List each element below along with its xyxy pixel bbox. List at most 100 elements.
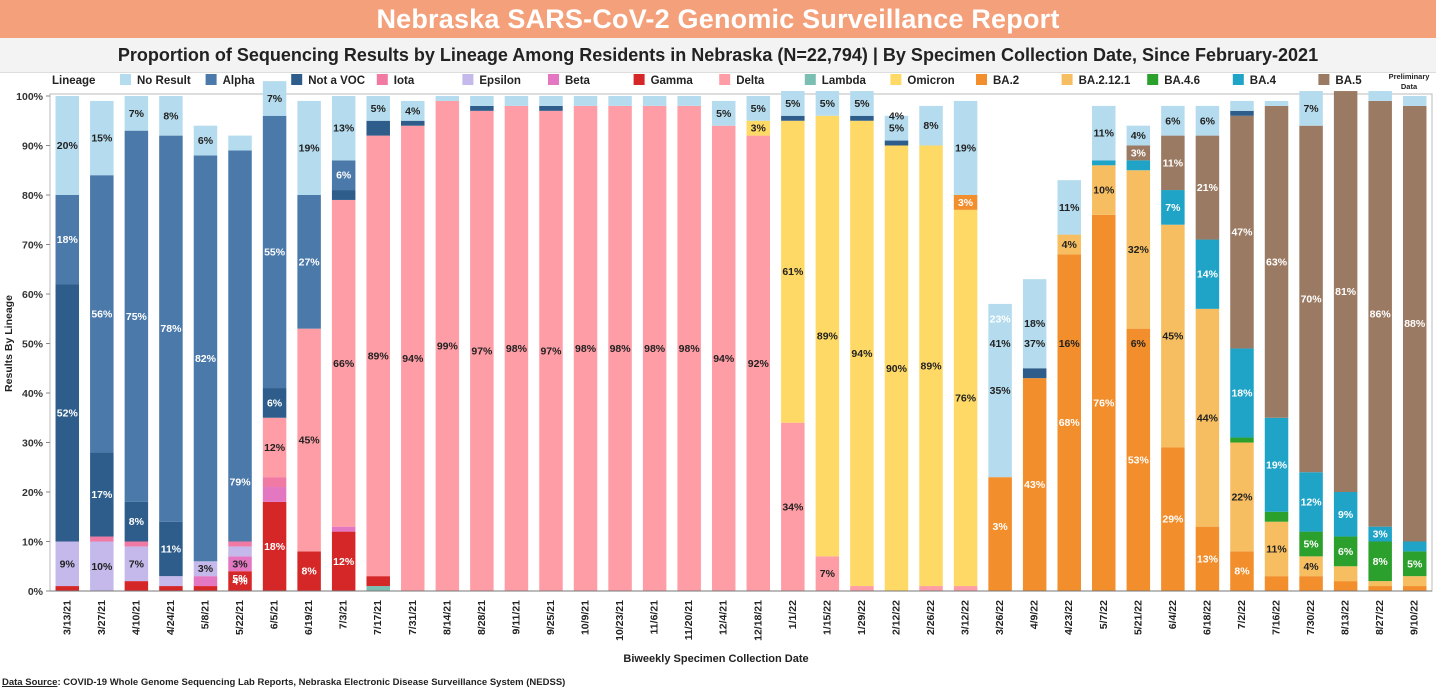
bar-segment-delta (746, 135, 771, 591)
data-label: 11% (1094, 128, 1115, 140)
bar-segment-beta (193, 576, 218, 587)
bar-segment-ba-4-6 (1368, 541, 1392, 582)
bar-segment-iota (262, 477, 287, 488)
x-tick-label: 3/13/21 (61, 600, 73, 635)
data-label: 4% (1303, 561, 1319, 573)
x-tick-label: 12/18/21 (752, 600, 764, 641)
legend-title: Lineage (52, 75, 95, 87)
data-label: 8% (923, 120, 939, 132)
data-label: 63% (1266, 256, 1288, 268)
bar-segment-ba-2 (1092, 214, 1116, 592)
bar-segment-ba-5 (1230, 115, 1254, 349)
bar-segment-ba-4-6 (1264, 511, 1289, 522)
data-label: 4% (1131, 130, 1147, 142)
bar-segment-delta (573, 105, 598, 592)
y-tick-label: 0% (28, 586, 44, 598)
bar-segment-omicron (746, 120, 771, 136)
legend-swatch-gamma (633, 74, 645, 85)
data-label: 10% (1093, 185, 1115, 197)
bar-segment-ba-2-12-1 (1126, 170, 1151, 329)
bar-segment-no-result (366, 96, 390, 121)
data-label: 19% (1266, 459, 1288, 471)
data-label: 82% (195, 353, 217, 365)
bar-segment-not-a-voc (539, 105, 563, 111)
bar-segment-ba-2-12-1 (1230, 442, 1254, 552)
bar-segment-ba-5 (1161, 135, 1185, 191)
data-label: 6% (198, 135, 214, 147)
data-label: 7% (129, 108, 145, 120)
bar-segment-epsilon (55, 541, 80, 587)
data-label: 15% (91, 133, 113, 145)
x-tick-label: 4/23/22 (1063, 600, 1075, 635)
y-tick-label: 10% (22, 537, 44, 549)
bar-segment-gamma (262, 501, 287, 591)
bar-segment-ba-2-12-1 (1092, 165, 1116, 215)
data-label: 97% (471, 345, 493, 357)
data-label: 76% (1093, 397, 1115, 409)
x-tick-label: 3/12/22 (960, 600, 972, 635)
data-label: 44% (1197, 412, 1219, 424)
bar-segment-epsilon (159, 576, 183, 587)
x-tick-label: 6/18/22 (1201, 600, 1213, 635)
bar-segment-delta (262, 417, 287, 478)
bar-segment-ba-4 (1195, 239, 1220, 309)
bar-segment-alpha (193, 155, 218, 562)
legend-swatch-alpha (205, 74, 217, 85)
bar-segment-no-result (1368, 91, 1392, 101)
x-tick-label: 7/16/22 (1271, 600, 1283, 635)
data-label: 12% (264, 442, 286, 454)
x-tick-label: 8/13/22 (1340, 600, 1352, 635)
x-tick-label: 3/27/21 (96, 600, 108, 635)
bar-segment-ba-2-12-1 (1264, 521, 1289, 577)
data-label: 19% (299, 142, 321, 154)
bar-segment-no-result (124, 96, 149, 131)
data-label: 5% (232, 573, 248, 585)
data-label: 11% (161, 543, 182, 555)
bar-segment-gamma (124, 581, 149, 591)
data-label: 98% (575, 343, 597, 355)
bar-segment-ba-5 (1368, 100, 1392, 527)
x-tick-label: 4/10/21 (130, 600, 142, 635)
chart-subtitle-bar: Proportion of Sequencing Results by Line… (0, 38, 1436, 73)
legend-swatch-epsilon (462, 74, 474, 85)
x-tick-label: 1/29/22 (856, 600, 868, 635)
data-label: 53% (1128, 454, 1150, 466)
bar-segment-no-result (573, 96, 598, 106)
data-label: 11% (1266, 543, 1287, 555)
bar-segment-delta (781, 422, 805, 591)
bar-segment-no-result (1230, 100, 1254, 111)
bar-segment-ba-5 (1195, 135, 1220, 240)
data-label: 56% (91, 308, 113, 320)
bar-segment-no-result (850, 91, 874, 116)
bar-segment-alpha (228, 150, 252, 542)
bar-segment-delta (953, 586, 978, 591)
bar-segment-ba-4 (1402, 541, 1427, 552)
bar-segment-not-a-voc (55, 284, 80, 542)
bar-segment-delta (470, 110, 494, 591)
bar-segment-ba-4 (1230, 348, 1254, 438)
data-label: 5% (854, 98, 870, 110)
data-label: 34% (782, 501, 804, 513)
data-label: 70% (1301, 293, 1323, 305)
legend-label-ba-4: BA.4 (1250, 75, 1277, 87)
legend-label-ba-5: BA.5 (1335, 75, 1362, 87)
bar-segment-ba-5 (1264, 105, 1289, 418)
x-tick-label: 2/12/22 (890, 600, 902, 635)
data-label: 89% (921, 360, 943, 372)
bar-segment-ba-2-12-1 (1057, 234, 1081, 255)
data-label: 41% (990, 338, 1012, 350)
bar-segment-omicron (884, 145, 909, 591)
x-tick-label: 10/9/21 (580, 600, 592, 635)
bar-segment-alpha (262, 115, 287, 389)
data-label: 89% (368, 350, 390, 362)
bar-segment-beta (262, 487, 287, 502)
y-tick-label: 90% (22, 141, 44, 153)
bar-segment-no-result (988, 303, 1012, 478)
y-tick-label: 70% (22, 240, 44, 252)
data-label: 78% (160, 323, 182, 335)
bar-segment-ba-2 (1264, 576, 1289, 591)
data-label: 18% (1231, 388, 1253, 400)
bar-segment-ba-4-6 (1402, 551, 1427, 577)
data-label: 13% (333, 123, 355, 135)
bar-segment-no-result (608, 96, 632, 106)
